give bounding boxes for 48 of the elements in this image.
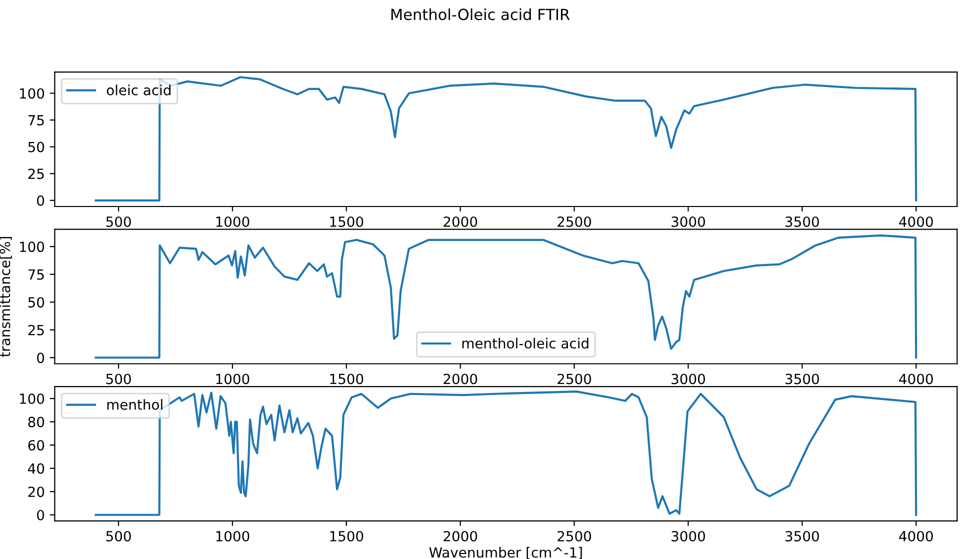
y-tick-label: 60 (28, 440, 44, 451)
y-tick-label: 40 (28, 463, 44, 474)
y-tick-label: 75 (28, 115, 44, 126)
x-tick-label: 3500 (786, 374, 819, 384)
line-series (94, 234, 918, 359)
y-tick-label: 100 (20, 88, 44, 99)
x-tick-label: 4000 (899, 374, 933, 384)
x-tick-label: 1000 (216, 374, 250, 384)
y-tick-label: 25 (28, 168, 44, 180)
x-tick-label: 2500 (558, 216, 592, 227)
y-tick-label: 100 (20, 393, 44, 404)
x-tick-label: 3000 (672, 374, 705, 384)
x-tick-label: 3000 (672, 530, 705, 542)
x-tick-label: 3500 (786, 530, 819, 542)
y-tick-label: 100 (20, 242, 44, 252)
x-tick-label: 500 (106, 216, 131, 227)
x-tick-label: 2000 (444, 216, 478, 227)
x-tick-label: 2500 (558, 530, 592, 542)
y-tick-label: 0 (37, 352, 44, 364)
x-tick-label: 1500 (330, 530, 364, 542)
y-tick-label: 25 (28, 324, 44, 336)
x-tick-label: 2000 (444, 374, 478, 384)
line-series (94, 390, 918, 516)
legend-label: menthol-oleic acid (462, 338, 588, 349)
chart-title: Menthol-Oleic acid FTIR (391, 8, 570, 20)
x-tick-label: 1000 (216, 530, 250, 542)
x-tick-label: 4000 (899, 530, 933, 542)
y-tick-label: 50 (28, 297, 44, 308)
y-tick-label: 0 (37, 195, 44, 206)
y-tick-label: 80 (28, 416, 44, 428)
x-tick-label: 1000 (216, 216, 250, 227)
x-tick-label: 500 (106, 530, 131, 542)
y-tick-label: 50 (28, 142, 44, 152)
x-tick-label: 500 (106, 374, 131, 384)
y-tick-label: 75 (28, 269, 44, 280)
x-tick-label: 1500 (330, 216, 364, 227)
x-axis-title: Wavenumber [cm^-1] (429, 546, 582, 559)
legend-label: menthol (107, 399, 162, 410)
x-tick-label: 4000 (899, 216, 933, 227)
x-tick-label: 3500 (786, 216, 819, 227)
line-series (94, 76, 918, 202)
y-tick-label: 20 (28, 486, 44, 498)
y-tick-label: 0 (37, 510, 44, 520)
x-tick-label: 1500 (330, 374, 364, 384)
x-tick-label: 2500 (558, 374, 592, 384)
x-tick-label: 3000 (672, 216, 705, 227)
legend-label: oleic acid (106, 84, 170, 96)
x-tick-label: 2000 (444, 530, 478, 542)
